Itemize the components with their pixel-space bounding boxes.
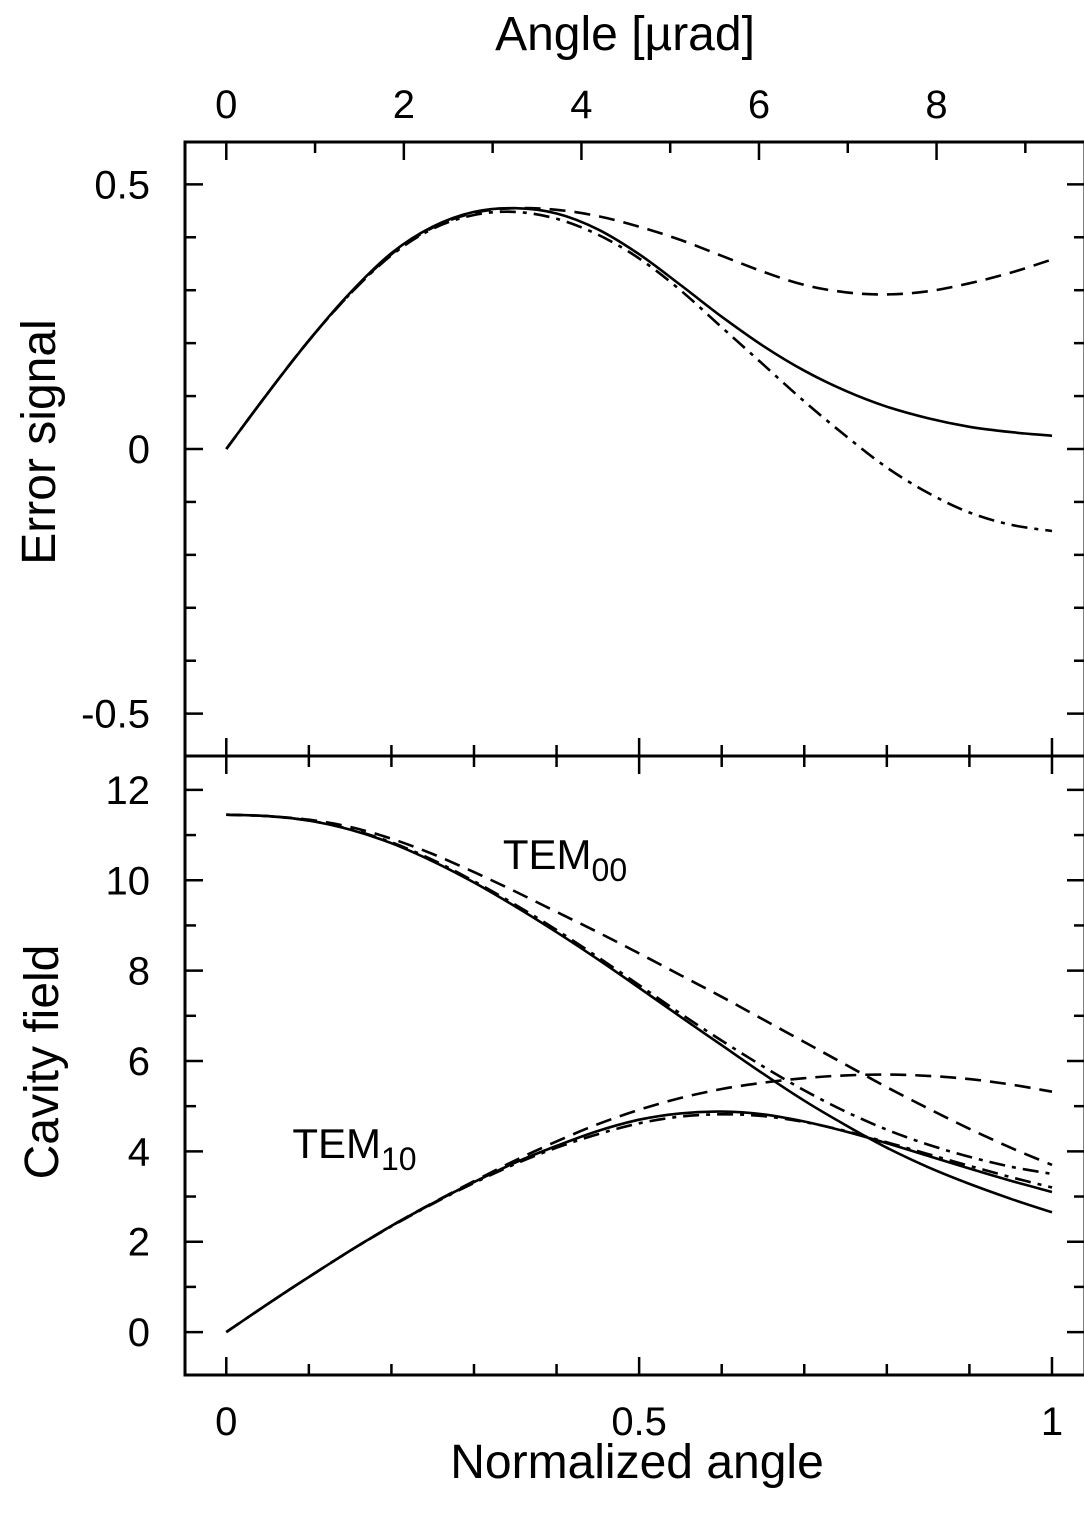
bottom-y-tick-label: 8 [128, 950, 150, 994]
top-y-tick-label: 0.5 [94, 163, 150, 207]
x-tick-label: 1 [1041, 1400, 1063, 1444]
x-tick-label: 0 [215, 1400, 237, 1444]
annotation-tem10-text: TEM [292, 1120, 381, 1167]
cavity-field-series-tem10-dash-dot [225, 1112, 1053, 1334]
x-axis-title: Normalized angle [450, 1436, 824, 1489]
error-signal-series-dash-dot [225, 210, 1053, 533]
top-y-axis-title: Error signal [13, 319, 66, 564]
bottom-y-tick-label: 2 [128, 1221, 150, 1265]
bottom-y-axis-title: Cavity field [16, 945, 69, 1180]
x2-tick-label: 0 [215, 83, 237, 127]
top-y-tick-label: -0.5 [81, 693, 150, 737]
ticks [185, 142, 1084, 1375]
bottom-y-tick-label: 10 [106, 859, 151, 903]
error-signal-series-dashed [225, 206, 1053, 450]
annotation-tem00-text: TEM [503, 831, 592, 878]
bottom-y-tick-label: 0 [128, 1311, 150, 1355]
x2-tick-label: 6 [748, 83, 770, 127]
x2-tick-label: 2 [393, 83, 415, 127]
curves [225, 206, 1053, 1334]
bottom-panel-frame [183, 754, 1084, 1377]
bottom-y-tick-label: 6 [128, 1040, 150, 1084]
top-panel-frame [183, 140, 1084, 758]
annotation-tem00: TEM00 [503, 831, 627, 888]
annotation-tem10-subscript: 10 [381, 1141, 417, 1177]
x2-tick-label: 8 [925, 83, 947, 127]
error-signal-series-solid [225, 206, 1053, 450]
x-tick-label: 0.5 [611, 1400, 667, 1444]
cavity-field-series-tem00-dash-dot [226, 813, 1053, 1176]
top-x-axis-title: Angle [µrad] [495, 8, 755, 61]
bottom-y-tick-label: 4 [128, 1130, 150, 1174]
bottom-y-tick-label: 12 [106, 769, 151, 813]
annotation-tem10: TEM10 [292, 1120, 416, 1177]
annotation-tem00-subscript: 00 [592, 852, 628, 888]
cavity-field-series-tem10-dashed [225, 1073, 1053, 1334]
cavity-field-series-tem00-dashed [226, 813, 1053, 1167]
top-y-tick-label: 0 [128, 428, 150, 472]
x2-tick-label: 4 [570, 83, 592, 127]
